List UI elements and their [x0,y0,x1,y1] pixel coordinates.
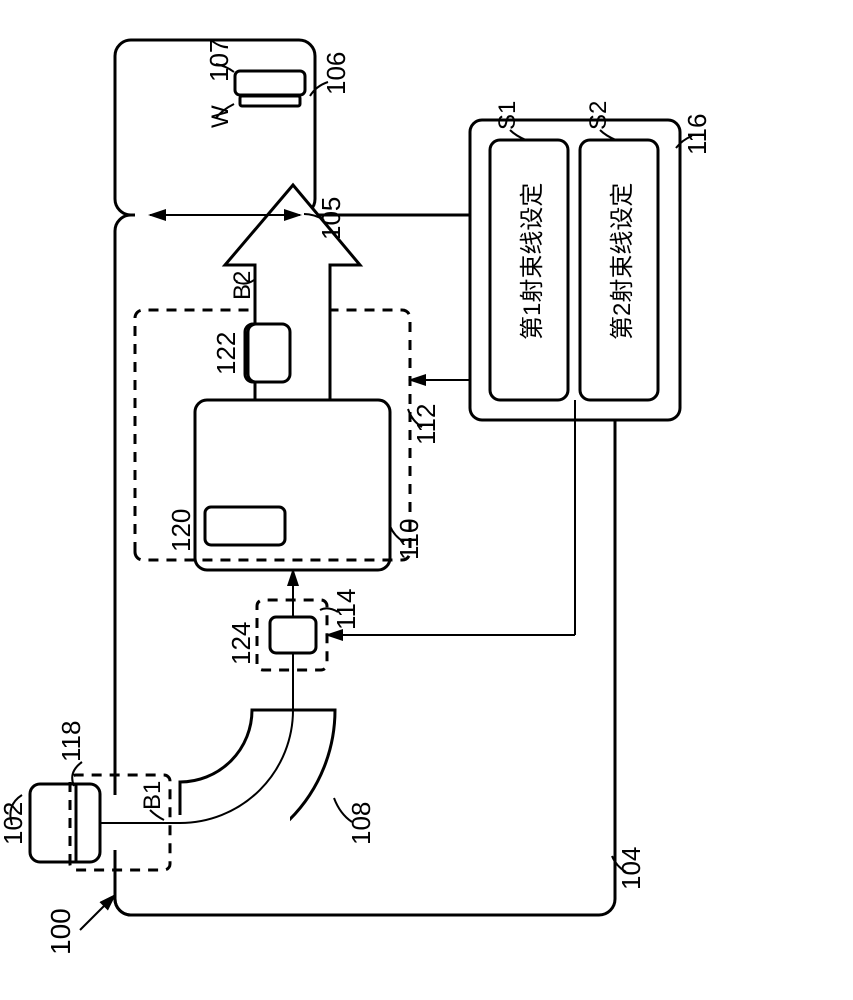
element-124 [270,495,320,595]
setting1-text: 第1射束线设定 [432,480,467,665]
element-107 [740,145,768,215]
svg-text:100: 100 [45,908,76,955]
svg-text:118: 118 [56,721,86,762]
setting2-text: 第2射束线设定 [537,480,572,665]
svg-text:107: 107 [204,39,234,82]
diagram-canvas: 第1射束线设定 第2射束线设定 [0,0,853,1000]
label-100: 100 [35,931,78,961]
wafer-w [730,148,740,212]
element-120 [370,180,415,285]
svg-text:102: 102 [0,802,28,845]
svg-text:102: 102 [136,942,166,985]
element-122 [500,170,565,220]
